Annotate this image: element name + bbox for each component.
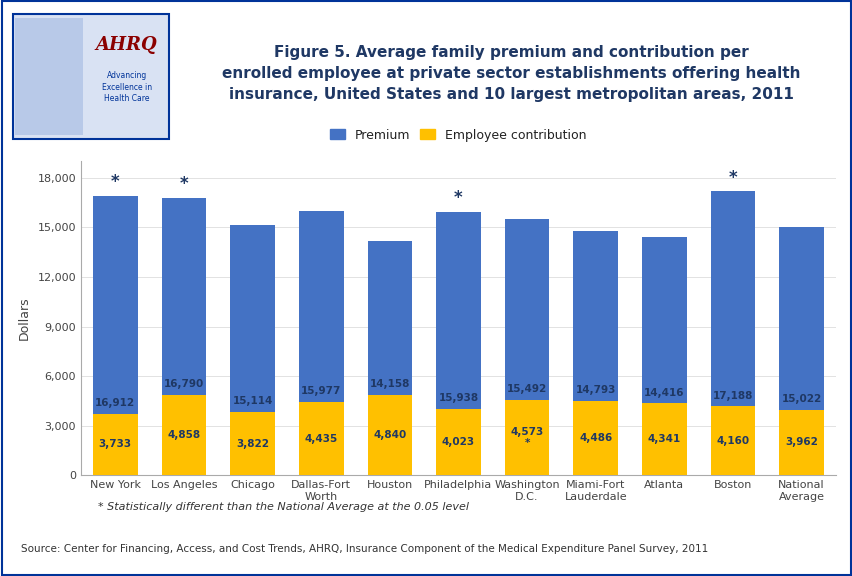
Y-axis label: Dollars: Dollars (18, 297, 31, 340)
Bar (298, 402, 343, 475)
Bar (93, 196, 137, 414)
Text: Source: Center for Financing, Access, and Cost Trends, AHRQ, Insurance Component: Source: Center for Financing, Access, an… (21, 544, 708, 554)
Bar (435, 212, 481, 409)
Text: 4,341: 4,341 (647, 434, 680, 444)
Text: 15,492: 15,492 (506, 384, 547, 394)
Text: *: * (453, 190, 463, 207)
Text: 14,416: 14,416 (643, 388, 684, 397)
Bar (710, 191, 754, 407)
Text: 3,962: 3,962 (785, 437, 817, 448)
Legend: Premium, Employee contribution: Premium, Employee contribution (325, 124, 591, 146)
Text: 4,486: 4,486 (579, 433, 612, 443)
Bar (230, 225, 274, 412)
Text: 17,188: 17,188 (712, 391, 752, 401)
Text: 15,938: 15,938 (438, 393, 478, 403)
Bar (504, 219, 549, 400)
Text: 4,160: 4,160 (716, 436, 749, 446)
Bar (435, 409, 481, 475)
Bar (642, 237, 686, 403)
Text: 4,573
*: 4,573 * (509, 427, 543, 448)
Bar (779, 227, 823, 410)
Bar (504, 400, 549, 475)
Bar (573, 401, 618, 475)
Text: 3,822: 3,822 (236, 439, 268, 449)
Text: *: * (180, 175, 188, 193)
Text: 15,114: 15,114 (232, 396, 273, 406)
Bar (162, 198, 206, 395)
Text: 15,022: 15,022 (780, 394, 820, 404)
Bar (573, 231, 618, 401)
Text: 4,858: 4,858 (167, 430, 200, 440)
FancyBboxPatch shape (13, 14, 169, 139)
Bar (298, 211, 343, 402)
Bar (93, 414, 137, 475)
Bar (710, 407, 754, 475)
FancyBboxPatch shape (15, 18, 83, 135)
Bar (367, 241, 412, 395)
Text: Figure 5. Average family premium and contribution per
enrolled employee at priva: Figure 5. Average family premium and con… (222, 45, 799, 102)
Text: *: * (728, 169, 736, 187)
Text: 4,435: 4,435 (304, 434, 337, 444)
Bar (367, 395, 412, 475)
Text: 15,977: 15,977 (301, 386, 341, 396)
Bar (642, 403, 686, 475)
Bar (162, 395, 206, 475)
Bar (779, 410, 823, 475)
Text: AHRQ: AHRQ (95, 36, 158, 54)
Text: Advancing
Excellence in
Health Care: Advancing Excellence in Health Care (101, 71, 152, 103)
Text: *: * (111, 173, 119, 191)
Text: * Statistically different than the National Average at the 0.05 level: * Statistically different than the Natio… (98, 502, 469, 511)
Text: 16,790: 16,790 (164, 379, 204, 389)
Text: 14,158: 14,158 (369, 380, 410, 389)
Bar (230, 412, 274, 475)
Text: 16,912: 16,912 (95, 398, 135, 408)
Text: 3,733: 3,733 (99, 439, 132, 449)
Text: 4,840: 4,840 (373, 430, 406, 440)
Text: 14,793: 14,793 (575, 385, 615, 395)
Text: 4,023: 4,023 (441, 437, 475, 447)
